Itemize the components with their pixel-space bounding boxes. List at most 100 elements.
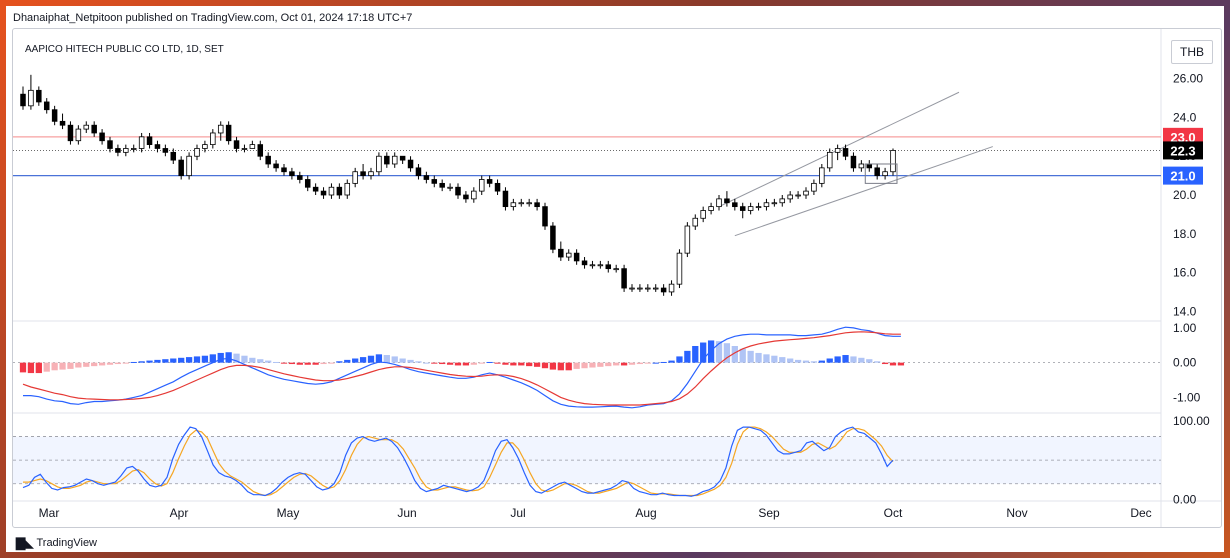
macd-histogram-bar [644, 362, 651, 364]
macd-histogram-bar [280, 362, 288, 364]
macd-histogram-bar [700, 342, 707, 363]
candle [779, 198, 786, 204]
price-tick-label: 26.00 [1173, 72, 1203, 86]
macd-histogram-bar [526, 362, 533, 367]
candle [660, 287, 667, 293]
macd-histogram-bar [217, 352, 224, 363]
candle [652, 287, 659, 290]
currency-button[interactable]: THB [1171, 40, 1213, 64]
macd-histogram-bar [502, 362, 509, 365]
price-tick-label: 16.0 [1173, 266, 1197, 280]
macd-histogram-bar [874, 361, 881, 363]
time-axis-label: Jun [397, 506, 416, 520]
footer: ▇◣ TradingView [16, 536, 97, 550]
macd-histogram-bar [241, 355, 248, 363]
screenshot-frame: Dhanaiphat_Netpitoon published on Tradin… [6, 6, 1224, 552]
candle [811, 182, 817, 192]
macd-histogram-bar [723, 343, 731, 363]
candle [494, 182, 501, 192]
macd-histogram-bar [565, 362, 572, 371]
candle [217, 124, 224, 134]
stoch-tick-label: 100.00 [1173, 414, 1210, 428]
macd-histogram-bar [257, 359, 264, 363]
candle [581, 260, 588, 266]
candle [724, 198, 730, 204]
price-label-box [1163, 127, 1203, 146]
candle [241, 148, 248, 150]
time-axis-label: Jul [510, 506, 525, 520]
macd-signal-line [22, 331, 901, 406]
candle [850, 155, 857, 169]
candle [360, 171, 366, 177]
price-label: 23.0 [1170, 130, 1195, 145]
macd-histogram-bar [446, 362, 454, 365]
candle [874, 167, 880, 177]
candle [51, 109, 58, 122]
macd-histogram-bar [628, 362, 636, 365]
price-label-box [1163, 141, 1203, 160]
candle [115, 148, 121, 153]
candle [502, 190, 509, 208]
macd-histogram-bar [541, 362, 549, 369]
candle [803, 190, 809, 196]
candle [510, 202, 517, 208]
macd-histogram-bar [478, 362, 485, 364]
candle [478, 179, 485, 192]
macd-histogram-bar [130, 361, 137, 363]
candle [273, 163, 279, 169]
macd-histogram-bar [19, 362, 27, 373]
macd-histogram-bar [842, 355, 849, 363]
candle [257, 144, 264, 157]
macd-histogram-bar [692, 345, 699, 363]
candle [123, 148, 129, 153]
candle [265, 155, 271, 165]
candle [304, 179, 311, 188]
candle [328, 186, 335, 196]
candle [565, 252, 572, 258]
macd-histogram-bar [794, 359, 802, 363]
publisher-header: Dhanaiphat_Netpitoon published on Tradin… [13, 12, 413, 24]
candle [637, 287, 643, 290]
time-axis-label: Sep [758, 506, 780, 520]
candle [83, 124, 90, 130]
candle [858, 163, 865, 169]
chart-svg[interactable]: 14.016.018.020.022.024.026.0023.022.321.… [13, 29, 1221, 527]
macd-histogram-bar [27, 362, 35, 374]
candle [423, 175, 430, 180]
price-label: 22.3 [1170, 143, 1195, 158]
macd-histogram-bar [613, 362, 620, 366]
macd-histogram-bar [336, 361, 343, 363]
macd-histogram-bar [162, 359, 169, 363]
macd-histogram-bar [787, 358, 794, 363]
candle [210, 132, 216, 145]
macd-histogram-bar [636, 362, 644, 365]
candle [399, 155, 406, 161]
macd-histogram-bar [359, 357, 367, 363]
macd-histogram-bar [35, 362, 42, 374]
macd-histogram-bar [209, 354, 216, 363]
candle [455, 186, 461, 196]
macd-histogram-bar [391, 356, 398, 363]
candle [542, 206, 548, 227]
time-axis-label: Mar [39, 506, 60, 520]
candle [99, 132, 105, 142]
macd-histogram-bar [454, 362, 462, 366]
macd-histogram-bar [818, 360, 825, 363]
candle [550, 225, 556, 250]
macd-histogram-bar [178, 357, 185, 363]
macd-histogram-bar [858, 357, 865, 363]
candle [763, 202, 770, 208]
candle [621, 268, 627, 289]
macd-histogram-bar [83, 362, 90, 367]
symbol-title: AAPICO HITECH PUBLIC CO LTD, 1D, SET [25, 44, 224, 55]
macd-histogram-bar [352, 358, 359, 363]
highlight-box [864, 163, 898, 184]
macd-histogram-bar [407, 359, 414, 363]
macd-histogram-bar [518, 362, 525, 366]
macd-histogram-bar [652, 362, 659, 364]
stoch-k-line [22, 426, 894, 497]
macd-histogram-bar [225, 352, 232, 363]
chart-panel[interactable]: AAPICO HITECH PUBLIC CO LTD, 1D, SET THB… [12, 28, 1222, 528]
macd-histogram-bar [304, 362, 311, 365]
macd-histogram-bar [676, 356, 683, 363]
